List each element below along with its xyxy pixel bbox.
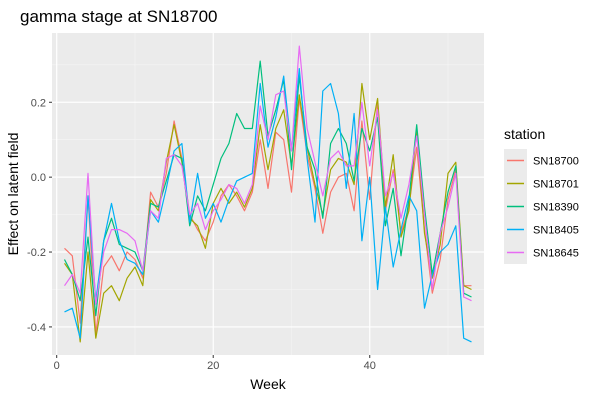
series-line-sn18700	[64, 97, 472, 335]
x-tick-label: 0	[54, 360, 60, 372]
y-tick-label: 0.2	[31, 97, 46, 109]
axis-ticks: 0 20 40 -0.4 -0.2 0.0 0.2	[27, 97, 376, 372]
legend-label: SN18700	[533, 156, 579, 168]
y-axis-title: Effect on latent field	[5, 133, 21, 256]
legend-label: SN18390	[533, 202, 579, 214]
legend-title: station	[504, 126, 545, 142]
chart-title: gamma stage at SN18700	[20, 7, 218, 26]
x-tick-label: 20	[207, 360, 219, 372]
y-tick-label: 0.0	[31, 172, 46, 184]
legend-label: SN18701	[533, 179, 579, 191]
x-tick-label: 40	[364, 360, 376, 372]
series-line-sn18701	[64, 82, 472, 343]
legend: station SN18700 SN18701 SN18390 SN18405 SN18…	[504, 126, 579, 264]
y-tick-label: -0.4	[27, 322, 46, 334]
series-line-sn18645	[64, 45, 472, 306]
legend-label: SN18405	[533, 225, 579, 237]
y-tick-label: -0.2	[27, 247, 46, 259]
plot-panel	[52, 33, 484, 355]
series-lines	[63, 45, 472, 343]
legend-label: SN18645	[533, 248, 579, 260]
x-axis-title: Week	[250, 376, 287, 392]
series-line-sn18405	[64, 67, 472, 343]
series-line-sn18390	[63, 60, 472, 317]
